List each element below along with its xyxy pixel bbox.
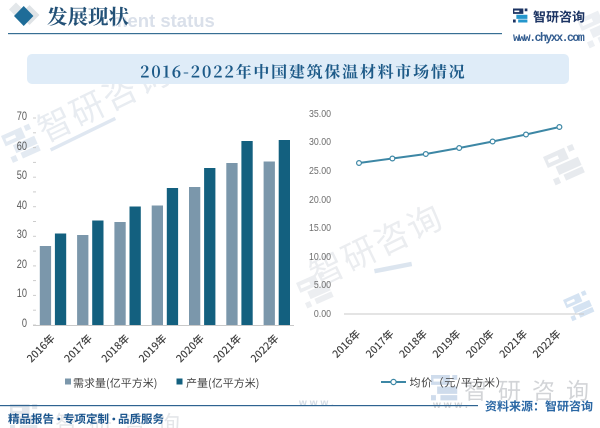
svg-text:www.: www. xyxy=(298,398,337,409)
svg-text:ment status: ment status xyxy=(111,10,215,31)
svg-text:www.chyxx.com: www.chyxx.com xyxy=(513,32,585,45)
